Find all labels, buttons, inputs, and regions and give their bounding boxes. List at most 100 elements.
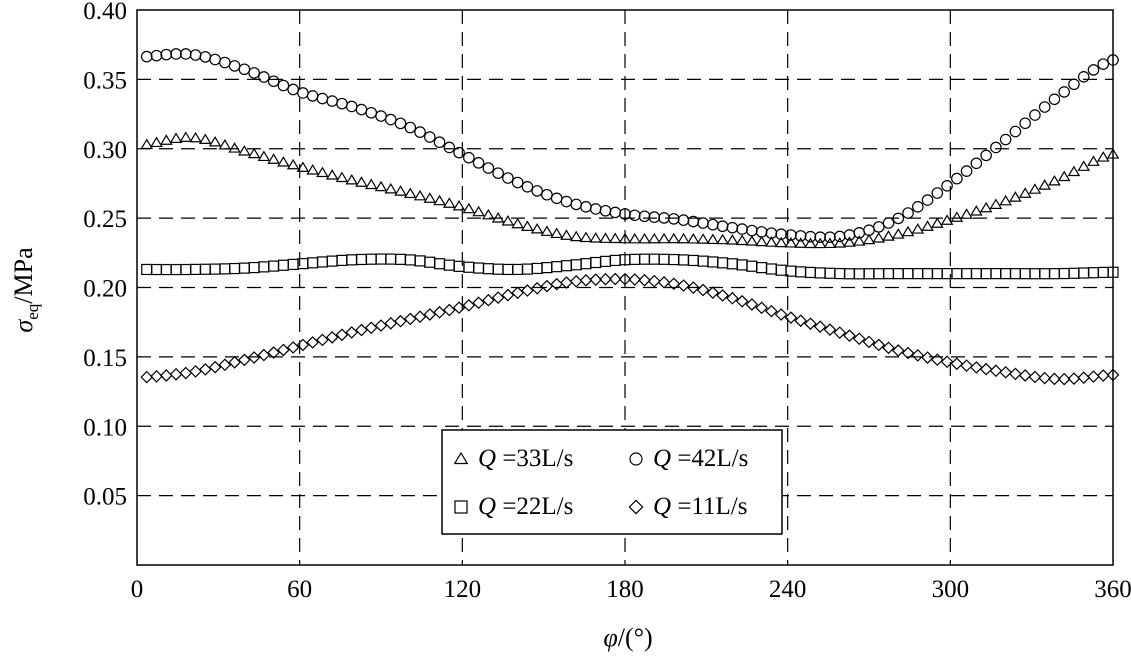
data-point-circle (355, 103, 368, 116)
data-point-square (570, 259, 582, 271)
data-point-diamond (530, 281, 544, 295)
data-point-circle (755, 226, 768, 238)
data-point-diamond (540, 279, 554, 293)
data-point-diamond (179, 366, 193, 380)
data-point-diamond (774, 308, 788, 321)
legend-entry-q42: Q =42L/s (629, 445, 748, 472)
data-point-triangle (335, 171, 349, 183)
data-point-triangle (169, 132, 183, 143)
data-point-circle (463, 151, 475, 164)
data-point-circle (746, 224, 758, 237)
data-point-circle (911, 201, 924, 213)
data-point-square (765, 263, 778, 275)
data-point-square (697, 255, 709, 267)
data-point-circle (1058, 86, 1070, 98)
data-point-square (1058, 267, 1070, 280)
data-point-triangle (882, 230, 895, 241)
data-point-circle (990, 141, 1002, 154)
data-point-circle (180, 48, 192, 60)
data-point-triangle (267, 153, 280, 164)
x-tick-label: 300 (932, 576, 970, 603)
legend-label-q11: Q =11L/s (653, 493, 747, 520)
data-point-circle (667, 213, 680, 225)
data-point-triangle (1057, 170, 1071, 182)
data-point-circle (941, 180, 953, 192)
data-point-circle (238, 63, 251, 76)
data-point-square (180, 263, 192, 276)
data-point-triangle (716, 233, 729, 245)
data-point-circle (443, 141, 456, 154)
data-point-triangle (394, 185, 407, 196)
data-point-diamond (1048, 372, 1061, 386)
data-point-circle (228, 60, 241, 72)
data-point-square (912, 268, 924, 280)
data-point-square (1039, 268, 1051, 280)
data-point-diamond (813, 320, 827, 334)
data-point-circle (453, 146, 465, 159)
data-point-diamond (345, 326, 359, 339)
data-point-triangle (911, 223, 925, 234)
data-point-diamond (228, 355, 241, 369)
data-point-triangle (804, 237, 817, 249)
data-point-diamond (560, 276, 573, 289)
data-point-circle (1097, 58, 1110, 70)
data-point-diamond (804, 317, 817, 331)
data-point-circle (931, 187, 944, 199)
data-point-diamond (852, 332, 866, 346)
data-point-diamond (286, 341, 300, 354)
data-point-diamond (442, 303, 456, 317)
data-point-square (531, 262, 543, 275)
data-point-diamond (198, 363, 212, 376)
data-point-diamond (599, 272, 612, 286)
data-point-diamond (677, 279, 690, 292)
data-point-triangle (199, 133, 212, 144)
data-point-diamond (1009, 367, 1022, 381)
data-point-square (1078, 267, 1090, 279)
data-point-diamond (843, 329, 856, 343)
data-point-circle (999, 133, 1012, 146)
data-point-square (902, 268, 914, 280)
data-point-triangle (628, 232, 642, 244)
data-point-triangle (374, 180, 388, 192)
data-point-diamond (716, 289, 729, 302)
legend-label-q42: Q =42L/s (653, 445, 748, 472)
data-point-square (1097, 266, 1109, 279)
data-point-circle (521, 181, 534, 193)
y-tick-label: 0.35 (83, 67, 127, 94)
data-point-square (209, 263, 221, 275)
data-point-circle (570, 198, 582, 211)
data-point-diamond (1057, 372, 1071, 386)
data-point-diamond (335, 328, 349, 342)
data-point-triangle (755, 235, 768, 247)
data-point-square (268, 260, 280, 272)
data-point-diamond (999, 365, 1012, 379)
legend-entry-q11: Q =11L/s (628, 493, 747, 520)
data-point-triangle (472, 205, 485, 217)
data-point-diamond (423, 308, 437, 321)
data-point-circle (404, 121, 417, 134)
data-point-square (843, 268, 856, 280)
data-point-square (229, 262, 241, 275)
data-point-square (414, 255, 426, 267)
data-point-square (580, 258, 592, 270)
data-point-square (443, 259, 455, 271)
data-point-circle (326, 95, 338, 107)
data-point-triangle (452, 199, 466, 211)
data-point-triangle (1028, 183, 1042, 194)
data-point-triangle (1048, 174, 1061, 186)
data-point-triangle (1018, 187, 1032, 198)
data-point-diamond (491, 291, 505, 304)
data-point-circle (872, 221, 885, 233)
data-point-diamond (218, 358, 232, 372)
data-point-circle (970, 157, 983, 170)
data-point-triangle (238, 145, 251, 156)
data-point-diamond (911, 349, 925, 362)
data-point-square (492, 263, 504, 275)
data-point-triangle (296, 161, 310, 173)
data-point-diamond (608, 272, 622, 286)
data-point-square (980, 268, 992, 280)
data-point-diamond (384, 317, 398, 330)
series-diamond (140, 272, 1120, 386)
data-point-square (238, 262, 250, 274)
data-point-triangle (286, 158, 300, 170)
